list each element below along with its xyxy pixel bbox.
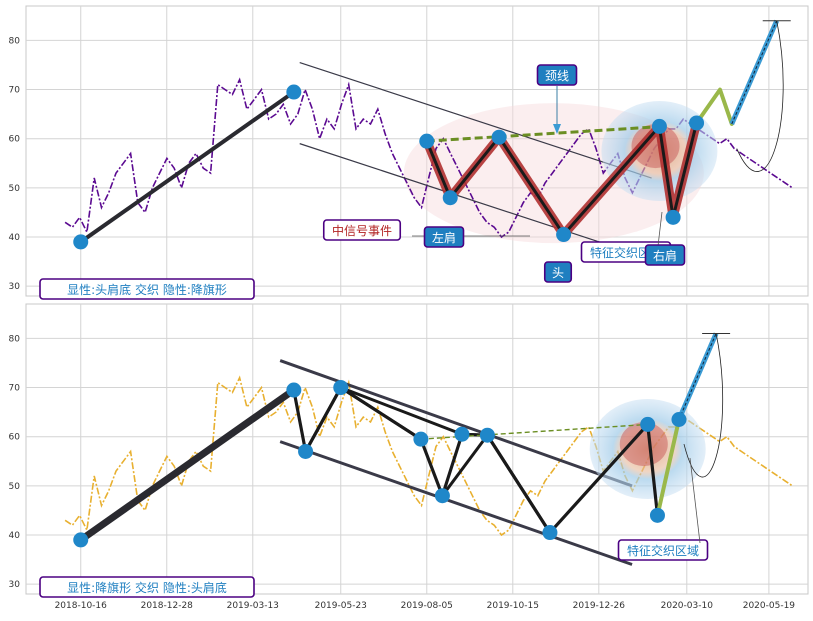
pattern-point [442,190,458,206]
channel-line [279,440,633,566]
pattern-point [419,133,435,149]
annotation-left-shoulder-box [423,226,465,248]
annotation-neckline: 颈线 [536,64,578,86]
y-tick-label: 40 [9,233,21,243]
x-tick-label: 2018-12-28 [141,601,194,611]
annotation-zone-arrow [657,211,663,247]
x-tick-label: 2019-12-26 [573,601,626,611]
projection-target-dash [678,333,717,420]
projection-target-dash [731,20,778,125]
pattern-point [479,427,495,443]
annotation-head-box [543,261,573,283]
pattern-point [73,234,89,250]
x-tick-label: 2019-05-23 [315,601,367,611]
pattern-caption-bottom: 显性:降旗形 交织 隐性:头肩底 [39,576,255,598]
bottom-panel: 30 40 50 60 70 80 2018-10-16 2018-12-28 2019-03-… [9,303,809,611]
pattern-point [298,443,314,459]
flag-link [441,434,489,497]
pattern-caption-top: 显性:头肩底 交织 隐性:降旗形 [39,278,255,300]
neckline [426,124,664,143]
target-arc [683,333,724,478]
y-tick-label: 40 [9,531,21,541]
x-tick-label: 2019-03-13 [227,601,279,611]
annotation-left-shoulder-text: 左肩 [432,230,456,245]
annotation-mid-signal-box [322,219,402,241]
y-tick-label: 70 [9,86,21,96]
annotation-right-shoulder: 右肩 [644,244,686,266]
pattern-caption-top-box [39,278,255,300]
trend-leg [77,386,298,544]
annotation-interleave-zone-bottom-text: 特征交织区域 [627,543,699,558]
pattern-caption-bottom-text: 显性:降旗形 交织 隐性:头肩底 [67,580,227,595]
trend-leg [78,90,296,244]
pattern-point [649,507,665,523]
pattern-caption-top-text: 显性:头肩底 交织 隐性:降旗形 [67,282,227,297]
annotation-head-text: 头 [552,266,564,280]
annotation-head: 头 [543,261,573,283]
y-tick-label: 60 [9,433,21,443]
pattern-caption-bottom-box [39,576,255,598]
pattern-point [671,412,687,428]
flag-link [486,434,552,534]
annotation-interleave-zone-text: 特征交织区域 [590,245,662,260]
x-tick-label: 2018-10-16 [55,601,108,611]
x-tick-label: 2019-10-15 [487,601,539,611]
pattern-point [651,118,667,134]
pattern-point [73,532,89,548]
annotation-neckline-box [536,64,578,86]
target-arc [736,20,784,172]
annotation-right-shoulder-box [644,244,686,266]
annotation-mid-signal: 中信号事件 [322,219,402,241]
annotation-neckline-arrowhead [553,124,561,134]
pattern-point [413,431,429,447]
y-tick-label: 70 [9,384,21,394]
pattern-point [286,382,302,398]
channel-line [299,143,652,260]
pattern-point [556,227,572,243]
x-tick-label: 2019-08-05 [401,601,453,611]
annotation-zone-arrow-bottom [689,457,701,544]
flag-link [339,386,422,441]
annotation-right-shoulder-text: 右肩 [653,248,677,263]
y-tick-label: 60 [9,135,21,145]
pattern-point [286,84,302,100]
y-tick-label: 30 [9,580,21,590]
flag-link [340,386,463,436]
pattern-point [434,488,450,504]
pattern-point [689,115,705,131]
y-tick-label: 50 [9,184,21,194]
pattern-point [665,209,681,225]
channel-line [299,61,652,179]
annotation-left-shoulder: 左肩 [423,226,465,248]
x-tick-label: 2020-05-19 [743,601,796,611]
annotation-interleave-zone-bottom-box [617,539,709,561]
pattern-point [640,416,656,432]
y-tick-label: 30 [9,282,21,292]
y-tick-label: 50 [9,482,21,492]
interleave-zone-core [619,422,668,467]
y-tick-label: 80 [9,36,21,46]
pattern-point [491,129,507,145]
pattern-point [542,525,558,541]
y-tick-label: 80 [9,334,21,344]
x-tick-label: 2020-03-10 [661,601,714,611]
flag-link [304,386,343,453]
annotation-interleave-zone-bottom: 特征交织区域 [617,539,709,561]
pattern-point [333,380,349,396]
annotation-neckline-text: 颈线 [545,69,569,83]
neckline [420,423,648,440]
pattern-point [454,426,470,442]
annotation-mid-signal-text: 中信号事件 [332,223,392,238]
